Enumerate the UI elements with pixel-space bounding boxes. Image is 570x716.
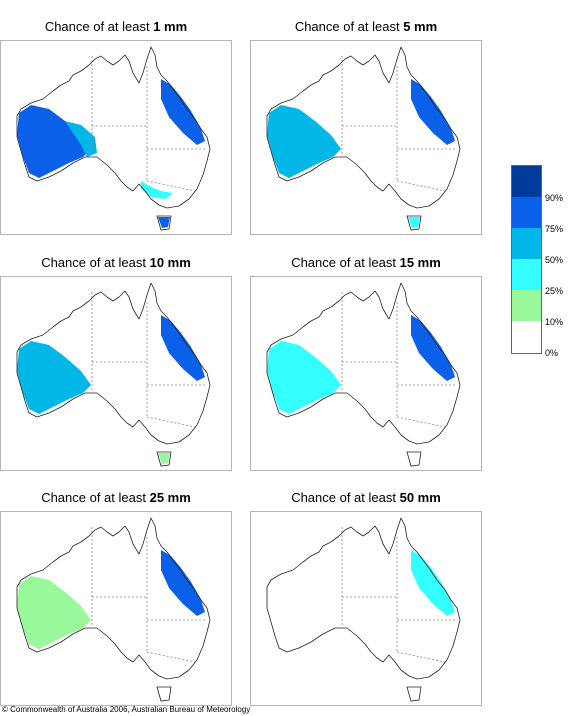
rain-area-south-west-western-australia bbox=[17, 576, 91, 649]
legend-swatch-50-75 bbox=[512, 228, 541, 260]
legend-swatch-0-10 bbox=[512, 321, 541, 353]
legend-label-25: 25% bbox=[545, 286, 564, 296]
legend-swatch-75-90 bbox=[512, 197, 541, 229]
legend-label-10: 10% bbox=[545, 317, 564, 327]
probability-legend: 90% 75% 50% 25% 10% 0% bbox=[511, 165, 570, 365]
legend-swatch-25-50 bbox=[512, 259, 541, 291]
map-frame bbox=[0, 276, 232, 471]
rain-area-tasmania bbox=[158, 453, 170, 464]
map-frame bbox=[0, 40, 232, 235]
coastline bbox=[266, 46, 461, 209]
rain-area-south-west-western-australia bbox=[17, 105, 91, 178]
rain-area-south-west-western-australia bbox=[267, 341, 341, 414]
rain-area-southern-victoria bbox=[141, 181, 173, 199]
rain-area-south-west-western-australia bbox=[267, 105, 341, 178]
tasmania-coastline bbox=[156, 451, 172, 467]
coastline bbox=[266, 282, 461, 445]
coastline bbox=[16, 517, 211, 680]
tasmania-coastline bbox=[156, 215, 172, 231]
rain-area-eastern-queensland bbox=[411, 315, 455, 381]
panel-title: Chance of at least 5 mm bbox=[294, 19, 438, 34]
australia-map bbox=[266, 517, 461, 702]
panel-title: Chance of at least 10 mm bbox=[41, 255, 191, 270]
state-borders bbox=[91, 292, 206, 428]
state-borders bbox=[341, 527, 456, 663]
rain-area-western-australia-edge bbox=[65, 121, 97, 157]
panel-title: Chance of at least 15 mm bbox=[291, 255, 441, 270]
coastline bbox=[16, 46, 211, 209]
map-frame bbox=[250, 276, 482, 471]
australia-map bbox=[16, 282, 211, 467]
rain-area-tasmania bbox=[408, 217, 420, 228]
australia-map bbox=[266, 282, 461, 467]
state-borders bbox=[91, 56, 206, 192]
rain-area-eastern-queensland bbox=[161, 79, 205, 145]
coastline bbox=[16, 282, 211, 445]
legend-label-0: 0% bbox=[545, 348, 559, 358]
legend-color-bar bbox=[511, 165, 542, 354]
legend-label-90: 90% bbox=[545, 193, 564, 203]
australia-map bbox=[16, 517, 211, 702]
tasmania-coastline bbox=[156, 686, 172, 702]
panel-title: Chance of at least 25 mm bbox=[41, 490, 191, 505]
legend-label-75: 75% bbox=[545, 224, 564, 234]
legend-swatch-90-100 bbox=[512, 166, 541, 198]
legend-label-50: 50% bbox=[545, 255, 564, 265]
map-frame bbox=[250, 511, 482, 706]
state-borders bbox=[91, 527, 206, 663]
panel-title: Chance of at least 50 mm bbox=[291, 490, 441, 505]
rain-area-tasmania bbox=[158, 217, 170, 228]
tasmania-coastline bbox=[406, 215, 422, 231]
rain-area-eastern-queensland bbox=[161, 550, 205, 616]
copyright-notice: © Commonwealth of Australia 2006, Austra… bbox=[2, 705, 251, 714]
tasmania-coastline bbox=[406, 686, 422, 702]
australia-map bbox=[266, 46, 461, 231]
state-borders bbox=[341, 292, 456, 428]
rain-area-eastern-queensland bbox=[161, 315, 205, 381]
rain-area-eastern-queensland bbox=[411, 550, 455, 616]
australia-map bbox=[16, 46, 211, 231]
tasmania-coastline bbox=[406, 451, 422, 467]
rain-area-south-west-western-australia bbox=[17, 341, 91, 414]
state-borders bbox=[341, 56, 456, 192]
map-frame bbox=[0, 511, 232, 706]
legend-swatch-10-25 bbox=[512, 290, 541, 322]
map-frame bbox=[250, 40, 482, 235]
rain-area-eastern-queensland bbox=[411, 79, 455, 145]
coastline bbox=[266, 517, 461, 680]
panel-title: Chance of at least 1 mm bbox=[44, 19, 188, 34]
